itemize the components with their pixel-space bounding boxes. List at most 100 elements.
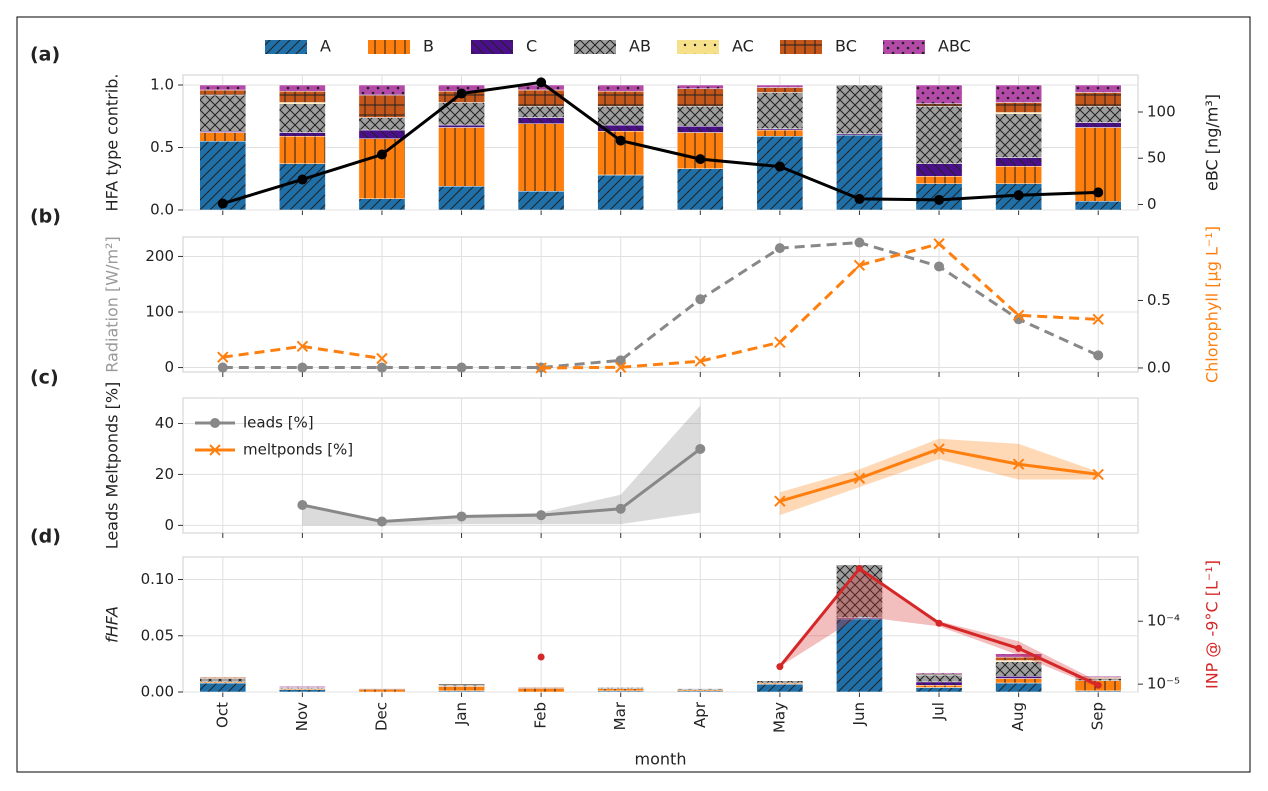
bar-segment <box>199 678 247 683</box>
bar-segment <box>1074 676 1122 678</box>
bar-segment <box>915 672 963 675</box>
y2-axis-title: Chlorophyll [µg L⁻¹] <box>1203 226 1222 383</box>
x-tick-label: Sep <box>1089 702 1107 730</box>
line <box>222 80 1099 205</box>
y-tick-label: 0.5 <box>150 138 174 156</box>
bar-segment <box>279 132 326 137</box>
legend-label: C <box>526 37 537 56</box>
y-axis-title: Radiation [W/m²] <box>103 236 122 372</box>
bar-segment <box>995 661 1042 677</box>
y-tick-label: 200 <box>145 247 174 265</box>
x-tick-label: Oct <box>213 702 231 728</box>
bar-segment <box>676 688 724 690</box>
y-tick-label: 0.05 <box>141 626 174 644</box>
marker <box>376 516 387 527</box>
y2-tick-label: 50 <box>1147 149 1166 167</box>
marker <box>1092 313 1104 326</box>
bar-segment <box>756 84 804 88</box>
plot-area <box>182 236 1139 373</box>
bar-segment <box>279 686 326 688</box>
marker <box>853 259 866 272</box>
y-tick-label: 20 <box>155 465 174 483</box>
bar-segment <box>915 106 963 164</box>
uncertainty-band <box>779 568 1099 688</box>
bar-segment <box>358 689 406 693</box>
marker <box>615 361 627 373</box>
y-tick-label: 40 <box>155 414 174 432</box>
marker <box>854 193 865 204</box>
legend-marker <box>209 444 221 456</box>
bar-segment <box>676 84 724 89</box>
plot-area <box>182 74 1139 211</box>
marker <box>695 154 706 165</box>
bar-segment <box>915 687 963 693</box>
bar-segment <box>517 191 565 211</box>
bar-segment <box>676 126 724 133</box>
bar-segment <box>199 84 247 91</box>
bar-segment <box>358 117 406 131</box>
y2-tick-label: 0.0 <box>1147 358 1171 376</box>
bar-segment <box>995 166 1042 184</box>
bar-segment <box>915 674 963 683</box>
bar-segment <box>1074 201 1122 211</box>
marker <box>535 362 547 374</box>
x-tick-label: May <box>770 702 788 733</box>
legend-label: AB <box>629 37 651 56</box>
bar-segment <box>199 132 247 142</box>
x-tick-label: Dec <box>372 702 390 731</box>
marker <box>297 362 308 373</box>
bar-segment <box>756 92 804 129</box>
marker <box>1093 187 1104 198</box>
y-tick-label: 0.10 <box>141 570 174 588</box>
marker <box>1013 190 1024 201</box>
marker <box>774 243 785 254</box>
marker <box>456 362 467 373</box>
y-tick-label: 0 <box>164 516 174 534</box>
line <box>541 242 1099 370</box>
legend-label: ABC <box>938 37 971 56</box>
x-tick-label: Jan <box>452 702 470 726</box>
bar-segment <box>597 84 645 92</box>
bar-segment <box>358 84 406 96</box>
marker <box>853 472 866 484</box>
y-axis-title: fHFA <box>103 606 122 643</box>
y2-tick-label: 0.5 <box>1147 291 1171 309</box>
bar-segment <box>438 683 485 686</box>
bar-segment <box>358 129 406 139</box>
bar-segment <box>676 88 724 107</box>
legend-label: AC <box>732 37 754 56</box>
y2-axis-title: eBC [ng/m³] <box>1203 94 1222 191</box>
bar-segment <box>995 157 1042 167</box>
y2-tick-label: 100 <box>1147 102 1176 120</box>
panel-label: (c) <box>30 367 59 389</box>
x-axis-title: month <box>635 750 687 769</box>
bar-segment <box>199 682 247 693</box>
bar-segment <box>279 689 326 693</box>
bar-segment <box>597 174 645 211</box>
y2-tick-label: 0 <box>1147 195 1157 213</box>
x-tick-label: Jul <box>930 702 948 721</box>
bar-segment <box>279 84 326 92</box>
bar-segment <box>915 163 963 177</box>
bar-segment <box>676 106 724 127</box>
bar-segment <box>995 102 1042 113</box>
legend-patch <box>471 40 513 54</box>
bar-segment <box>438 127 485 187</box>
marker <box>1012 458 1025 470</box>
bar-segment <box>915 685 963 688</box>
bar-segment <box>836 618 883 693</box>
y-tick-label: 0 <box>164 358 174 376</box>
marker <box>536 77 547 88</box>
marker <box>854 237 865 248</box>
bar-segment <box>756 87 804 93</box>
marker <box>774 495 786 507</box>
panel-label: (a) <box>30 44 60 66</box>
bar-segment <box>995 678 1042 684</box>
y-axis-title: Leads Meltponds [%] <box>103 382 122 550</box>
x-tick-label: Mar <box>611 701 629 730</box>
bar-segment <box>358 198 406 211</box>
bar-segment <box>915 176 963 184</box>
bar-segment <box>756 129 804 137</box>
marker <box>456 88 467 99</box>
marker <box>1012 309 1025 322</box>
